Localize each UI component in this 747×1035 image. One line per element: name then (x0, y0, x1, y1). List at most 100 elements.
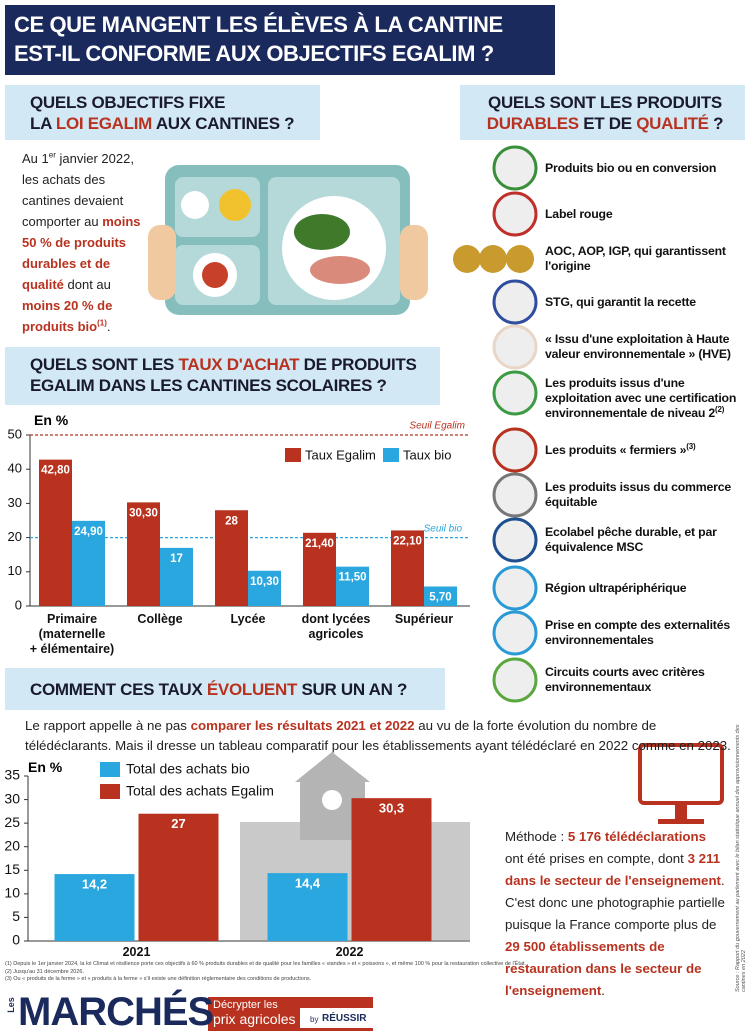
value-label: 11,50 (338, 572, 366, 584)
y-tick-label: 10 (4, 885, 20, 901)
product-label: AOC, AOP, IGP, qui garantissent l'origin… (545, 244, 726, 273)
heading-text: EGALIM DANS LES CANTINES SCOLAIRES ? (30, 376, 387, 395)
legend-label: Total des achats bio (126, 761, 250, 777)
text: Le rapport appelle à ne pas (25, 718, 191, 733)
value-label: 42,80 (41, 465, 70, 477)
bar (72, 520, 105, 606)
heading-text: QUELS SONT LES (30, 355, 179, 374)
highlight: 29 500 établissements de restauration da… (505, 939, 702, 998)
product-label: Les produits issus d'une exploitation av… (545, 376, 737, 420)
product-logo (492, 472, 538, 518)
product-logo (506, 245, 534, 273)
legend-swatch (285, 448, 301, 462)
legend-swatch (383, 448, 399, 462)
value-label: 28 (225, 515, 238, 527)
bar (391, 530, 424, 606)
tagline-line: Décrypter les (213, 999, 278, 1011)
x-tick-label: 2021 (122, 945, 151, 959)
bar (160, 547, 193, 606)
y-tick-label: 30 (8, 495, 22, 510)
product-logo (479, 245, 507, 273)
heading-text: QUELS OBJECTIFS FIXE (30, 93, 226, 112)
heading-highlight: QUALITÉ (636, 114, 709, 133)
y-axis-label: En % (34, 412, 69, 428)
reference-label: Seuil bio (424, 524, 463, 535)
highlight: moins 20 % de produits bio (22, 298, 113, 334)
brand-prefix: Les (5, 997, 16, 1013)
x-tick-label: Primaire (maternelle + élémentaire) (29, 612, 115, 656)
product-item: Région ultrapériphérique (545, 571, 743, 605)
section-heading: COMMENT CES TAUX ÉVOLUENT SUR UN AN ? (30, 679, 440, 700)
y-tick-label: 10 (8, 563, 22, 578)
product-label: « Issu d'une exploitation à Haute valeur… (545, 332, 731, 361)
heading-box (460, 85, 745, 140)
footnote-ref: (3) (686, 441, 696, 451)
text: . (601, 983, 605, 998)
product-item: Ecolabel pêche durable, et par équivalen… (545, 523, 743, 557)
brand: MARCHÉS (18, 990, 214, 1034)
product-logo (492, 191, 538, 237)
product-logo (492, 657, 538, 703)
footnote-ref: (1) (97, 318, 107, 328)
hand (148, 225, 176, 300)
bar (39, 459, 72, 606)
text: . C'est donc une photographie partielle … (505, 873, 725, 932)
product-logo (492, 145, 538, 191)
y-tick-label: 20 (4, 837, 20, 853)
product-label: Ecolabel pêche durable, et par équivalen… (545, 525, 717, 554)
product-logo (492, 370, 538, 416)
footnote-ref: (2) (715, 404, 725, 414)
y-tick-label: 30 (4, 790, 20, 806)
product-item: « Issu d'une exploitation à Haute valeur… (545, 330, 743, 364)
product-item: Prise en compte des externalités environ… (545, 616, 743, 650)
value-label: 5,70 (429, 592, 451, 604)
food (310, 256, 370, 284)
heading-highlight: ÉVOLUENT (206, 680, 298, 699)
y-tick-label: 40 (8, 461, 22, 476)
product-item: Les produits issus d'une exploitation av… (545, 376, 743, 421)
product-logo (492, 565, 538, 611)
value-label: 30,3 (379, 801, 404, 816)
title-line: EST-IL CONFORME AUX OBJECTIFS EGALIM ? (14, 41, 494, 66)
heading-text: AUX CANTINES ? (152, 114, 295, 133)
product-item: Label rouge (545, 197, 743, 231)
bar (351, 798, 432, 941)
tagline: Décrypter les prix agricoles (213, 999, 295, 1027)
value-label: 10,30 (250, 576, 279, 588)
footnote: (2) Jusqu'au 31 décembre 2026. (5, 968, 85, 975)
source: Source : Rapport du gouvernement au parl… (735, 724, 747, 992)
highlight: 5 176 télédéclarations (567, 829, 707, 844)
text: janvier 2022, les achats des cantines de… (22, 151, 134, 229)
highlight: 3 211 dans le secteur de l'enseignement (505, 851, 721, 888)
text: au vu de la forte évolution du nombre de… (25, 718, 731, 753)
monitor-stand (675, 805, 687, 819)
bar (336, 566, 369, 606)
product-logo (492, 427, 538, 473)
footnote: (3) Ou « produits de la ferme » et « pro… (5, 976, 312, 982)
heading-highlight: TAUX D'ACHAT (178, 355, 300, 374)
product-label: Produits bio ou en conversion (545, 160, 717, 175)
value-label: 21,40 (305, 538, 334, 550)
footnote: (1) Depuis le 1er janvier 2024, la loi C… (5, 961, 527, 967)
heading-box (5, 347, 440, 405)
food (294, 214, 350, 250)
product-item: Les produits issus du commerce équitable (545, 478, 743, 512)
section-heading: QUELS OBJECTIFS FIXE LA LOI EGALIM AUX C… (30, 92, 320, 134)
bar (248, 570, 281, 606)
product-label: Les produits « fermiers » (545, 442, 687, 457)
product-logo (453, 245, 481, 273)
legend-swatch (100, 762, 120, 777)
value-label: 14,4 (295, 876, 321, 891)
x-tick-label: Supérieur (394, 612, 454, 626)
title-line: CE QUE MANGENT LES ÉLÈVES À LA CANTINE (14, 12, 503, 37)
heading-highlight: DURABLES (486, 114, 579, 133)
value-label: 17 (170, 553, 183, 565)
bar (215, 510, 248, 606)
title-box (5, 5, 555, 75)
heading-highlight: LOI EGALIM (55, 114, 153, 133)
value-label: 27 (171, 816, 185, 831)
value-label: 14,2 (82, 876, 107, 891)
footer-box (300, 1008, 375, 1028)
